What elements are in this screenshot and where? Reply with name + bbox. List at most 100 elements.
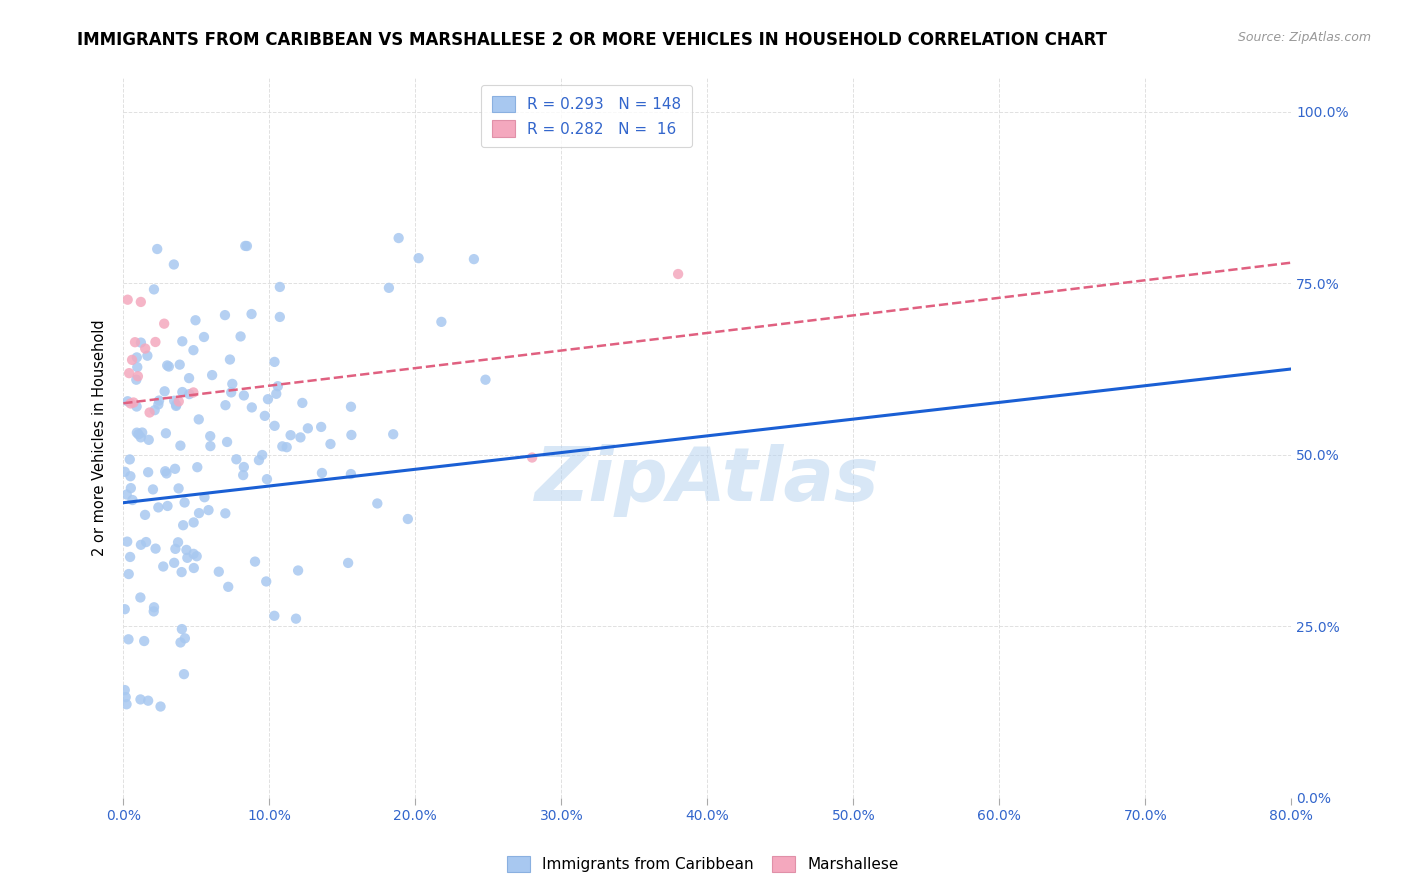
Point (430, 315, 453, 329)
Point (337, 556, 360, 570)
Point (120, 396, 142, 410)
Point (114, 683, 136, 698)
Point (269, 310, 291, 324)
Point (193, 490, 215, 504)
Point (240, 401, 263, 415)
Point (243, 555, 266, 569)
Point (176, 542, 198, 557)
Text: Source: ZipAtlas.com: Source: ZipAtlas.com (1237, 31, 1371, 45)
Point (520, 450, 543, 465)
Point (183, 561, 205, 575)
Legend: Immigrants from Caribbean, Marshallese: Immigrants from Caribbean, Marshallese (499, 848, 907, 880)
Point (219, 385, 242, 400)
Point (167, 394, 190, 409)
Point (153, 317, 176, 331)
Point (232, 388, 254, 402)
Point (263, 355, 285, 369)
Point (186, 460, 208, 475)
Point (153, 384, 176, 399)
Point (121, 352, 143, 367)
Point (148, 397, 170, 411)
Point (114, 602, 136, 616)
Point (217, 580, 239, 594)
Point (125, 373, 148, 387)
Point (173, 495, 195, 509)
Point (163, 393, 186, 408)
Point (276, 440, 298, 454)
Point (666, 267, 689, 281)
Point (115, 534, 138, 549)
Point (117, 293, 139, 307)
Point (340, 400, 363, 414)
Point (165, 399, 187, 413)
Point (134, 508, 156, 522)
Point (388, 231, 411, 245)
Point (134, 342, 156, 356)
Point (143, 282, 166, 296)
Point (163, 462, 186, 476)
Point (193, 330, 215, 344)
Point (221, 376, 243, 391)
Legend: R = 0.293   N = 148, R = 0.282   N =  16: R = 0.293 N = 148, R = 0.282 N = 16 (481, 85, 692, 147)
Point (201, 368, 224, 383)
Point (142, 483, 165, 497)
Point (146, 242, 169, 256)
Point (214, 507, 236, 521)
Point (129, 294, 152, 309)
Point (120, 549, 142, 564)
Point (340, 467, 363, 481)
Point (138, 433, 160, 447)
Point (219, 352, 242, 367)
Point (125, 425, 148, 440)
Point (136, 349, 159, 363)
Point (177, 371, 200, 385)
Point (118, 452, 141, 467)
Point (229, 329, 252, 343)
Text: IMMIGRANTS FROM CARIBBEAN VS MARSHALLESE 2 OR MORE VEHICLES IN HOUSEHOLD CORRELA: IMMIGRANTS FROM CARIBBEAN VS MARSHALLESE… (77, 31, 1108, 49)
Point (170, 565, 193, 579)
Point (155, 467, 177, 481)
Point (256, 472, 278, 486)
Point (152, 559, 174, 574)
Point (124, 335, 146, 350)
Point (183, 516, 205, 530)
Point (233, 239, 256, 253)
Point (183, 385, 205, 400)
Point (136, 694, 159, 708)
Point (474, 373, 496, 387)
Point (311, 466, 333, 480)
Point (263, 608, 285, 623)
Point (149, 699, 172, 714)
Point (214, 398, 236, 412)
Point (155, 464, 177, 478)
Point (136, 465, 159, 479)
Point (236, 239, 259, 253)
Point (121, 493, 143, 508)
Point (254, 574, 277, 589)
Point (200, 429, 222, 443)
Text: ZipAtlas: ZipAtlas (536, 444, 880, 517)
Point (114, 465, 136, 479)
Point (129, 538, 152, 552)
Point (240, 307, 263, 321)
Point (186, 549, 208, 564)
Point (118, 366, 141, 380)
Point (129, 692, 152, 706)
Point (217, 434, 239, 449)
Point (378, 281, 401, 295)
Point (169, 635, 191, 649)
Point (129, 430, 152, 444)
Point (183, 547, 205, 561)
Point (122, 395, 145, 409)
Point (200, 439, 222, 453)
Point (115, 698, 138, 712)
Point (167, 535, 190, 549)
Point (183, 343, 205, 358)
Point (173, 632, 195, 646)
Point (148, 393, 170, 408)
Point (129, 591, 152, 605)
Point (120, 481, 142, 495)
Point (263, 418, 285, 433)
Point (319, 437, 342, 451)
Point (172, 518, 194, 533)
